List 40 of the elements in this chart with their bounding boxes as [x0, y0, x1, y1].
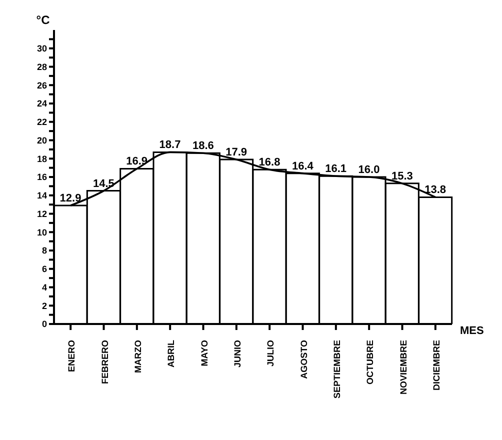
y-tick-label: 22: [36, 117, 47, 128]
x-tick-label: NOVIEMBRE: [398, 340, 408, 395]
data-label: 13.8: [424, 184, 446, 196]
y-tick-label: 10: [36, 227, 47, 238]
data-label: 18.7: [159, 139, 181, 152]
data-label: 12.9: [60, 192, 82, 204]
x-tick-label: OCTUBRE: [365, 340, 376, 384]
x-tick-label: ABRIL: [166, 340, 176, 368]
x-tick-label: MARZO: [132, 340, 143, 373]
x-tick-label: SEPTIEMBRE: [332, 340, 342, 399]
x-tick-label: MAYO: [199, 340, 210, 366]
y-tick-label: 24: [36, 98, 47, 109]
y-tick-label: 14: [36, 190, 47, 201]
x-tick-label: ENERO: [66, 340, 77, 372]
x-tick-label: AGOSTO: [298, 340, 309, 379]
y-tick-label: 16: [36, 172, 47, 182]
data-label: 16.4: [292, 160, 314, 172]
y-tick-label: 4: [42, 282, 47, 292]
y-tick-label: 2: [42, 300, 47, 311]
y-tick-label: 0: [42, 319, 47, 330]
data-label: 15.3: [391, 170, 413, 182]
y-tick-label: 26: [36, 80, 47, 90]
x-tick-label: JUNIO: [232, 340, 242, 368]
y-tick-label: 6: [42, 264, 47, 274]
y-tick-label: 20: [36, 135, 47, 146]
data-label: 16.1: [325, 163, 347, 176]
data-label: 17.9: [226, 146, 248, 159]
y-tick-label: 8: [42, 246, 47, 256]
x-tick-label: FEBRERO: [100, 340, 110, 384]
x-tick-label: JULIO: [266, 340, 276, 367]
y-tick-label: 18: [36, 154, 47, 164]
y-tick-label: 28: [36, 62, 47, 72]
y-tick-label: 12: [36, 208, 47, 219]
y-tick-label: 30: [36, 44, 47, 54]
data-label: 18.6: [192, 140, 214, 152]
data-label: 16.8: [258, 156, 280, 169]
x-tick-label: DICIEMBRE: [431, 340, 442, 391]
data-label: 16.0: [358, 164, 380, 176]
x-axis-title: MES: [460, 324, 484, 337]
y-axis-title: °C: [36, 13, 50, 27]
